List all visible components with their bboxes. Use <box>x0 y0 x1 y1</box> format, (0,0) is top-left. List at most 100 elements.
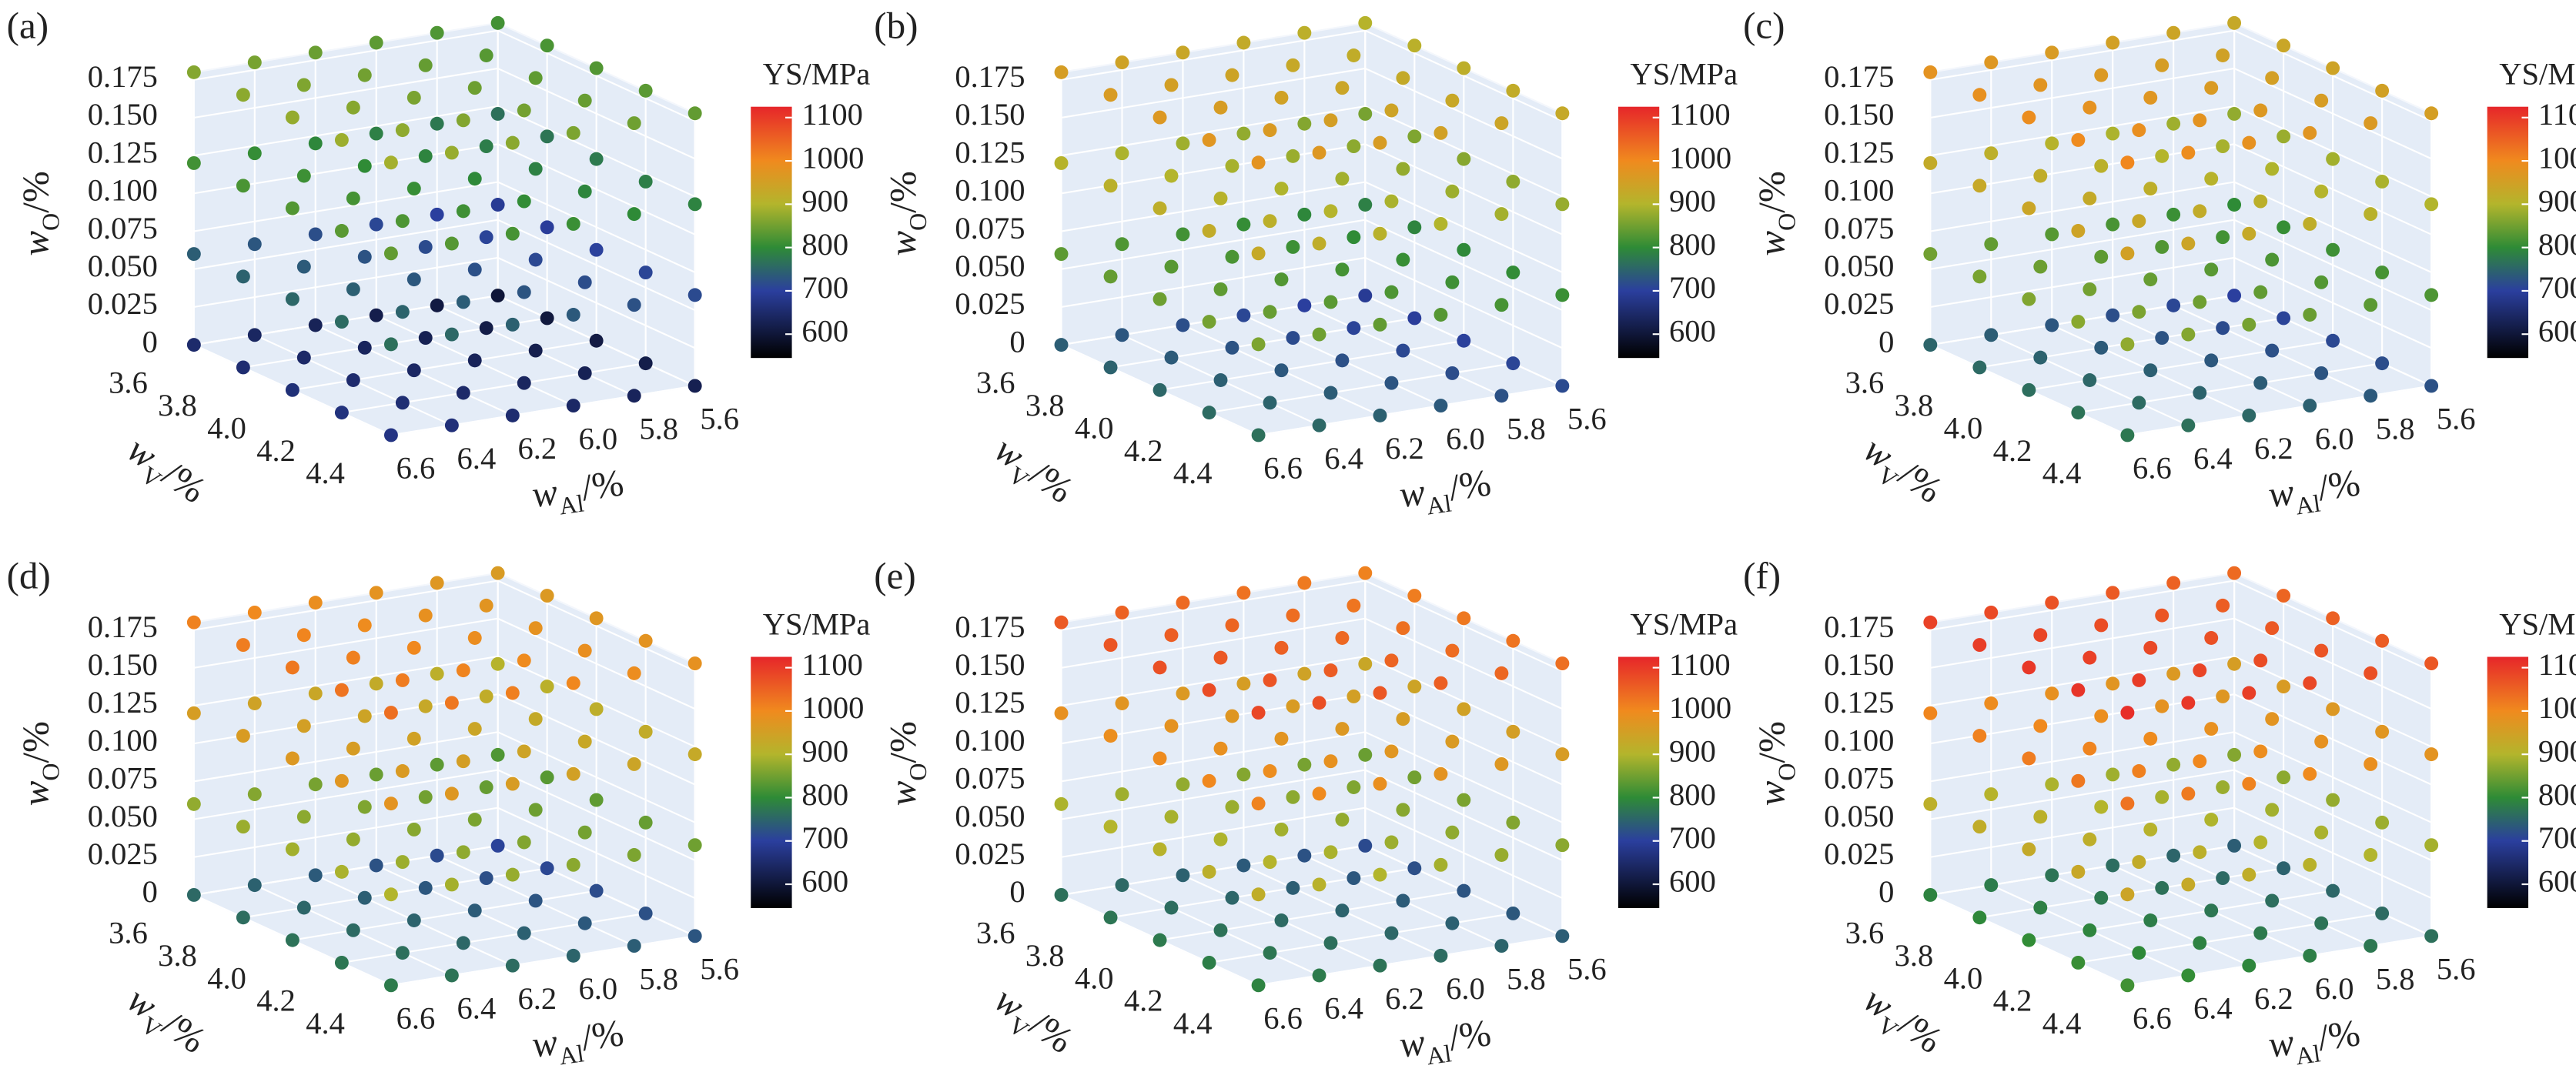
point <box>1323 845 1338 860</box>
label-suffix: /% <box>579 1011 627 1059</box>
point <box>687 106 702 121</box>
point <box>2083 832 2097 847</box>
point <box>1115 878 1129 893</box>
point <box>285 201 299 215</box>
point <box>418 240 433 254</box>
point <box>2120 887 2135 902</box>
point <box>456 754 470 769</box>
z-tick-label: 0.175 <box>1824 59 1894 94</box>
point <box>2375 633 2390 648</box>
point <box>1347 871 1361 886</box>
grid-line <box>193 769 498 820</box>
point <box>1335 631 1350 645</box>
point <box>2326 242 2340 257</box>
point <box>1972 638 1987 653</box>
point <box>505 867 520 882</box>
point <box>2277 220 2291 235</box>
point <box>2326 61 2340 75</box>
point <box>1494 389 1509 403</box>
point <box>236 360 250 375</box>
point <box>2083 100 2097 115</box>
grid-line <box>1209 912 1514 964</box>
point <box>1054 706 1069 720</box>
z-tick-label: 0.050 <box>88 799 158 833</box>
point <box>2277 311 2291 326</box>
point <box>479 689 493 703</box>
point <box>430 298 444 312</box>
point <box>395 673 410 687</box>
point <box>456 936 470 950</box>
point <box>2155 699 2170 713</box>
point <box>687 838 702 853</box>
point <box>2314 275 2329 289</box>
point <box>1213 832 1228 847</box>
x-tick-label: 5.6 <box>2437 952 2476 987</box>
x-tick-label: 6.6 <box>1263 451 1303 486</box>
x-axis-label: wAl/% <box>2266 1011 2364 1074</box>
point <box>186 65 201 79</box>
y-tick-label: 3.8 <box>1895 938 1934 973</box>
point <box>2022 382 2036 397</box>
point <box>1115 696 1129 710</box>
grid-line <box>2078 912 2383 964</box>
point <box>1236 767 1251 782</box>
point <box>589 242 604 257</box>
point <box>2033 350 2048 365</box>
point <box>1506 633 1521 648</box>
point <box>2155 608 2170 623</box>
point <box>1115 55 1129 70</box>
point <box>1225 618 1239 633</box>
y-tick-label: 4.2 <box>1993 983 2032 1018</box>
point <box>517 926 531 940</box>
point <box>1494 848 1509 862</box>
point <box>369 35 383 50</box>
grid-line <box>1930 806 2235 858</box>
point <box>1312 786 1326 801</box>
point <box>589 333 604 348</box>
z-tick-label: 0 <box>1878 324 1894 359</box>
z-tick-label: 0.075 <box>1824 761 1894 796</box>
point <box>2227 838 2242 853</box>
point <box>1972 910 1987 925</box>
point <box>334 773 349 788</box>
point <box>479 598 493 613</box>
point <box>346 100 360 115</box>
point <box>2094 709 2109 723</box>
point <box>1153 110 1167 125</box>
y-tick-label: 3.6 <box>1845 366 1885 400</box>
point <box>406 822 421 837</box>
point <box>2022 842 2036 857</box>
point <box>296 719 311 733</box>
y-axis-label: wV/% <box>982 978 1081 1068</box>
point <box>1164 719 1179 733</box>
grid-line <box>193 105 498 157</box>
point <box>1555 288 1570 302</box>
y-tick-label: 4.2 <box>1993 433 2032 468</box>
grid-line <box>292 339 597 391</box>
point <box>2166 25 2181 40</box>
point <box>285 110 299 125</box>
point <box>540 38 554 53</box>
point <box>2253 103 2268 118</box>
point <box>1923 338 1938 352</box>
point <box>383 155 398 170</box>
point <box>2227 656 2242 671</box>
point <box>627 116 641 130</box>
point <box>2314 643 2329 658</box>
point <box>2033 259 2048 274</box>
point <box>1984 328 1999 342</box>
point <box>1213 650 1228 665</box>
point <box>308 868 323 883</box>
point <box>444 327 459 342</box>
point <box>1103 88 1118 102</box>
y-tick-label: 4.0 <box>1075 410 1114 445</box>
point <box>1286 149 1300 163</box>
point <box>1225 340 1239 355</box>
point <box>236 269 250 284</box>
point <box>2132 855 2146 870</box>
point <box>2155 149 2170 163</box>
point <box>1176 686 1190 701</box>
point <box>2083 191 2097 205</box>
point <box>2132 764 2146 778</box>
colorbar-tick-label: 800 <box>801 227 848 262</box>
